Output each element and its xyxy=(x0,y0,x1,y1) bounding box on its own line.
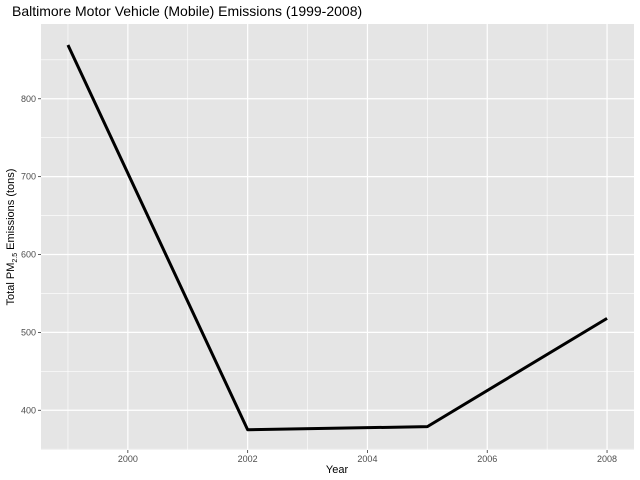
y-axis-title-suffix: Emissions (tons) xyxy=(5,169,17,253)
x-axis: 2000 2002 2004 2006 2008 xyxy=(118,450,617,464)
minor-gridlines xyxy=(41,24,634,450)
y-tick-label: 400 xyxy=(21,405,36,415)
y-axis-title: Total PM2.5 Emissions (tons) xyxy=(5,169,19,306)
data-point xyxy=(426,425,429,428)
y-tick-label: 600 xyxy=(21,250,36,260)
data-point xyxy=(66,44,69,47)
data-point xyxy=(246,428,249,431)
y-tick-label: 800 xyxy=(21,94,36,104)
y-tick-label: 700 xyxy=(21,172,36,182)
x-tick-label: 2006 xyxy=(477,454,497,464)
x-tick-label: 2002 xyxy=(238,454,258,464)
y-axis-title-subscript: 2.5 xyxy=(12,253,19,263)
data-point xyxy=(606,317,609,320)
series-line xyxy=(66,44,608,432)
major-gridlines xyxy=(41,24,634,450)
x-tick-label: 2008 xyxy=(597,454,617,464)
x-axis-title: Year xyxy=(326,464,349,476)
y-axis-title-prefix: Total PM xyxy=(5,263,17,306)
chart-title: Baltimore Motor Vehicle (Mobile) Emissio… xyxy=(12,3,362,19)
x-tick-label: 2000 xyxy=(118,454,138,464)
plot-panel xyxy=(41,24,634,450)
x-tick-label: 2004 xyxy=(357,454,377,464)
y-axis: 400 500 600 700 800 xyxy=(21,94,41,415)
y-tick-label: 500 xyxy=(21,327,36,337)
series-layer xyxy=(66,44,608,432)
